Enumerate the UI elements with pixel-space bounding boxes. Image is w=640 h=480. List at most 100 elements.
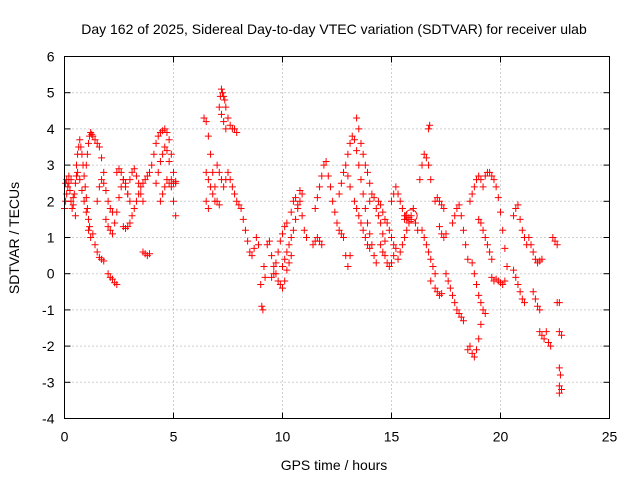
- data-point: [281, 255, 289, 263]
- data-point: [82, 208, 90, 216]
- data-point: [80, 172, 88, 180]
- data-point: [342, 161, 350, 169]
- data-point: [65, 172, 73, 180]
- data-point: [379, 248, 387, 256]
- data-point: [289, 226, 297, 234]
- data-point: [468, 349, 476, 357]
- data-point: [366, 179, 374, 187]
- data-point: [344, 262, 352, 270]
- data-point: [113, 208, 121, 216]
- data-point: [130, 165, 138, 173]
- data-point: [549, 234, 557, 241]
- data-point: [392, 183, 400, 191]
- data-point: [490, 176, 498, 184]
- data-point: [468, 259, 476, 267]
- data-point: [536, 328, 544, 336]
- data-point: [132, 197, 140, 205]
- data-point: [87, 129, 95, 137]
- data-point: [324, 172, 332, 180]
- data-point: [435, 223, 443, 231]
- data-point: [442, 230, 450, 238]
- data-point: [416, 176, 424, 184]
- data-point: [202, 118, 210, 126]
- data-point: [146, 250, 154, 258]
- x-tick-label: 10: [275, 429, 291, 445]
- data-point: [398, 241, 406, 249]
- data-point: [558, 386, 566, 394]
- data-point: [544, 338, 552, 346]
- data-point: [433, 194, 441, 202]
- data-point: [381, 215, 389, 223]
- data-point: [215, 168, 223, 176]
- y-tick-label: 1: [47, 230, 55, 246]
- data-point: [108, 230, 116, 238]
- data-point: [268, 273, 276, 281]
- data-point: [93, 197, 101, 205]
- data-point: [165, 136, 173, 144]
- data-point: [204, 132, 212, 140]
- data-point: [66, 186, 74, 194]
- data-point: [377, 219, 385, 227]
- data-point: [258, 302, 266, 310]
- data-point: [219, 89, 227, 97]
- data-point: [296, 197, 304, 205]
- data-point: [226, 121, 234, 129]
- data-point: [69, 201, 77, 209]
- data-point: [279, 262, 286, 270]
- data-point: [226, 176, 234, 184]
- data-point: [425, 125, 433, 133]
- data-point: [172, 177, 180, 185]
- data-point: [435, 197, 443, 205]
- data-point: [555, 364, 563, 372]
- data-point: [202, 197, 210, 205]
- data-point: [346, 252, 354, 260]
- data-point: [239, 215, 247, 223]
- data-point: [422, 154, 430, 162]
- data-point: [128, 168, 136, 176]
- data-point: [398, 205, 406, 213]
- data-point: [320, 161, 328, 169]
- data-point: [154, 132, 162, 140]
- data-point: [95, 143, 103, 151]
- data-point: [510, 266, 518, 274]
- data-point: [444, 277, 452, 285]
- data-point: [501, 277, 509, 285]
- y-tick-label: 4: [47, 121, 55, 137]
- data-point: [132, 172, 140, 180]
- data-point: [442, 270, 450, 278]
- data-point: [313, 234, 321, 241]
- data-point: [488, 255, 496, 263]
- data-point: [359, 150, 367, 158]
- data-point: [87, 234, 95, 241]
- data-point: [318, 241, 326, 249]
- data-point: [98, 154, 106, 162]
- data-point: [83, 205, 91, 213]
- data-point: [438, 290, 446, 298]
- data-point: [260, 262, 268, 270]
- data-point: [403, 226, 411, 234]
- data-point: [359, 190, 367, 198]
- data-point: [221, 96, 229, 104]
- data-point: [372, 205, 380, 213]
- data-point: [250, 244, 258, 252]
- data-point: [274, 277, 282, 285]
- data-point: [139, 197, 147, 205]
- data-point: [213, 161, 221, 169]
- data-point: [88, 130, 96, 138]
- data-point: [337, 179, 345, 187]
- data-point: [71, 212, 79, 220]
- data-point: [70, 190, 78, 198]
- data-point: [337, 230, 345, 238]
- data-point: [326, 183, 334, 191]
- data-point: [492, 183, 500, 191]
- data-point: [372, 259, 380, 267]
- data-point: [104, 197, 112, 205]
- data-point: [479, 183, 487, 191]
- data-point: [353, 205, 361, 213]
- y-tick-label: -3: [42, 374, 55, 390]
- data-point: [462, 241, 470, 249]
- data-point: [167, 183, 175, 191]
- data-point: [141, 176, 149, 184]
- data-point: [259, 306, 267, 314]
- data-point: [390, 252, 398, 260]
